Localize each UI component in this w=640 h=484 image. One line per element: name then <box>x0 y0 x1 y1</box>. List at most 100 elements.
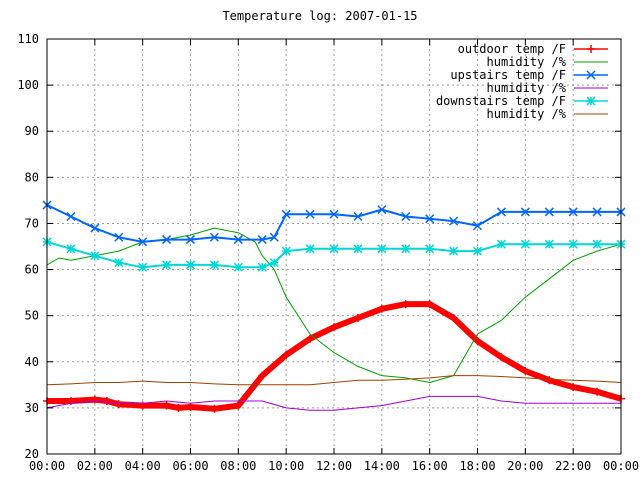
x-tick-label: 14:00 <box>364 459 400 473</box>
x-tick-label: 22:00 <box>555 459 591 473</box>
series-line <box>46 227 622 383</box>
series-marker <box>162 260 172 270</box>
series-marker <box>545 376 554 385</box>
x-tick-label: 16:00 <box>412 459 448 473</box>
series-line <box>46 395 621 411</box>
series-marker <box>138 237 148 247</box>
series-marker <box>425 214 435 224</box>
y-tick-label: 100 <box>17 78 39 92</box>
series-marker <box>330 323 338 332</box>
series-marker <box>593 387 602 396</box>
series-marker <box>377 205 387 215</box>
series-lines <box>42 200 626 413</box>
series-marker <box>185 260 196 270</box>
series-marker <box>592 207 602 217</box>
chart-title: Temperature log: 2007-01-15 <box>222 9 418 23</box>
legend-label: downstairs temp /F <box>436 94 566 108</box>
x-tick-label: 10:00 <box>268 459 304 473</box>
legend-label: outdoor temp /F <box>458 42 566 56</box>
series-marker <box>496 207 506 217</box>
x-tick-label: 06:00 <box>172 459 208 473</box>
series-marker <box>269 232 279 242</box>
x-tick-label: 12:00 <box>316 459 352 473</box>
series-marker <box>305 209 315 219</box>
series-marker <box>544 207 554 217</box>
series-marker <box>234 401 243 410</box>
series-marker <box>353 211 363 222</box>
series-marker <box>233 235 243 245</box>
series-marker <box>329 209 339 219</box>
series-marker <box>568 239 578 249</box>
series-marker <box>257 262 267 272</box>
series-marker <box>472 221 483 231</box>
series-marker <box>425 300 434 309</box>
series-marker <box>449 246 459 256</box>
series-marker <box>258 371 267 380</box>
series-marker <box>587 45 595 53</box>
series-marker <box>520 207 530 217</box>
series-marker <box>282 350 291 359</box>
y-tick-label: 40 <box>25 355 39 369</box>
y-tick-label: 20 <box>25 447 39 461</box>
series-marker <box>353 244 363 254</box>
x-tick-label: 04:00 <box>125 459 161 473</box>
y-tick-label: 80 <box>25 170 39 184</box>
series-marker <box>496 239 506 249</box>
series-marker <box>377 304 386 313</box>
x-tick-label: 02:00 <box>77 459 113 473</box>
series-marker <box>305 244 315 254</box>
axis-ticks: 20 30 40 50 60 70 80 90 100 110 00:00 02:00 04:00 06:… <box>17 32 639 473</box>
y-tick-label: 70 <box>25 216 39 230</box>
series-1 <box>46 227 622 383</box>
x-tick-label: 20:00 <box>507 459 543 473</box>
y-tick-label: 50 <box>25 309 39 323</box>
series-2 <box>42 200 626 247</box>
series-marker <box>102 396 111 405</box>
series-marker <box>210 404 219 413</box>
legend-label: humidity /% <box>487 81 567 95</box>
series-line <box>46 375 622 386</box>
series-marker <box>586 96 596 106</box>
series-marker <box>472 246 483 256</box>
series-marker <box>520 239 530 249</box>
series-marker <box>544 239 554 249</box>
series-marker <box>66 244 76 254</box>
legend-item: humidity /% <box>487 55 608 69</box>
x-tick-label: 00:00 <box>29 459 65 473</box>
x-tick-label: 00:00 <box>603 459 639 473</box>
series-marker <box>233 262 243 272</box>
legend-item: humidity /% <box>487 107 608 121</box>
series-marker <box>497 353 506 362</box>
series-marker <box>66 211 76 222</box>
series-marker <box>114 400 123 409</box>
series-marker <box>377 244 387 254</box>
y-tick-label: 60 <box>25 263 39 277</box>
series-marker <box>473 337 482 346</box>
legend-item: downstairs temp /F <box>436 94 608 108</box>
y-tick-label: 90 <box>25 124 39 138</box>
series-marker <box>568 207 578 217</box>
series-marker <box>209 232 219 242</box>
series-marker <box>185 235 196 245</box>
series-marker <box>114 258 124 268</box>
legend-item: humidity /% <box>487 81 608 95</box>
series-marker <box>586 70 596 80</box>
x-tick-label: 18:00 <box>459 459 495 473</box>
series-3 <box>46 395 621 411</box>
series-marker <box>281 209 291 219</box>
series-line <box>46 240 621 269</box>
y-tick-label: 30 <box>25 401 39 415</box>
legend-item: outdoor temp /F <box>458 42 608 56</box>
series-marker <box>569 383 578 392</box>
series-marker <box>401 300 410 309</box>
series-marker <box>449 313 458 322</box>
series-marker <box>209 260 219 270</box>
series-marker <box>269 258 279 268</box>
x-tick-label: 08:00 <box>220 459 256 473</box>
series-marker <box>90 223 100 233</box>
series-marker <box>114 232 124 242</box>
legend-label: humidity /% <box>487 55 567 69</box>
